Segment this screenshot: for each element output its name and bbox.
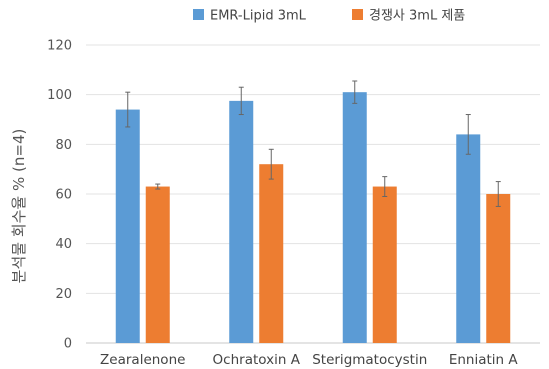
bar-1-3 — [342, 92, 367, 343]
legend-label: EMR-Lipid 3mL — [210, 9, 307, 24]
legend-item-2: 경쟁사 3mL 제품 — [352, 9, 465, 24]
x-category-label: Ochratoxin A — [213, 352, 301, 368]
y-tick-label: 120 — [47, 39, 72, 54]
error-bar-2-4 — [495, 181, 501, 207]
error-bar-1-3 — [352, 80, 358, 104]
x-axis-categories: Zearalenone Ochratoxin A Sterigmatocystin E… — [100, 352, 518, 368]
error-bar-1-2 — [238, 86, 244, 116]
y-tick-label: 0 — [64, 337, 72, 352]
y-axis-ticks: 0 20 40 60 80 100 120 — [47, 39, 72, 352]
error-bar-2-3 — [382, 176, 388, 197]
bar-2-3 — [372, 186, 397, 343]
y-tick-label: 20 — [55, 287, 72, 302]
bar-2-4 — [486, 194, 511, 343]
y-tick-label: 60 — [55, 188, 72, 203]
error-bar-2-1 — [155, 183, 161, 190]
error-bars — [125, 80, 501, 207]
bar-2-1 — [145, 186, 170, 343]
error-bar-1-4 — [465, 114, 471, 155]
error-bar-2-2 — [268, 148, 274, 180]
bars — [115, 92, 511, 343]
bar-2-2 — [259, 164, 284, 343]
x-category-label: Zearalenone — [100, 352, 185, 368]
y-axis-title: 분석물 회수율 % (n=4) — [10, 129, 28, 284]
error-bar-1-1 — [125, 91, 131, 128]
legend-label: 경쟁사 3mL 제품 — [369, 9, 465, 24]
x-category-label: Sterigmatocystin — [312, 352, 427, 368]
legend-item-1: EMR-Lipid 3mL — [193, 9, 307, 24]
legend-swatch — [193, 9, 204, 20]
y-tick-label: 100 — [47, 88, 72, 103]
legend-swatch — [352, 9, 363, 20]
y-tick-label: 40 — [55, 237, 72, 252]
legend: EMR-Lipid 3mL 경쟁사 3mL 제품 — [193, 9, 465, 24]
y-tick-label: 80 — [55, 138, 72, 153]
bar-1-2 — [229, 100, 254, 343]
bar-1-4 — [456, 134, 481, 343]
x-category-label: Enniatin A — [449, 352, 519, 368]
bar-1-1 — [115, 109, 140, 343]
